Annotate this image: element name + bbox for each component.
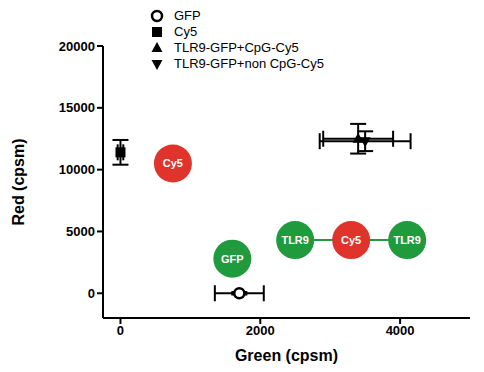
svg-text:Red (cpsm): Red (cpsm)	[10, 138, 27, 225]
svg-text:2000: 2000	[246, 323, 275, 338]
svg-text:15000: 15000	[59, 100, 95, 115]
svg-text:TLR9: TLR9	[281, 234, 309, 246]
svg-text:GFP: GFP	[221, 253, 244, 265]
svg-text:Cy5: Cy5	[341, 234, 361, 246]
svg-text:20000: 20000	[59, 39, 95, 54]
svg-text:10000: 10000	[59, 162, 95, 177]
svg-text:Green (cpsm): Green (cpsm)	[235, 347, 338, 364]
html-text:Cy5: Cy5	[174, 24, 198, 39]
svg-text:5000: 5000	[66, 224, 95, 239]
html-text:TLR9-GFP+non CpG-Cy5: TLR9-GFP+non CpG-Cy5	[174, 56, 324, 71]
svg-text:Cy5: Cy5	[163, 157, 183, 169]
html-text:GFP: GFP	[174, 8, 201, 23]
svg-text:0: 0	[117, 323, 124, 338]
svg-text:0: 0	[88, 286, 95, 301]
svg-text:TLR9: TLR9	[393, 234, 421, 246]
html-text:TLR9-GFP+CpG-Cy5: TLR9-GFP+CpG-Cy5	[174, 40, 299, 55]
svg-text:4000: 4000	[386, 323, 415, 338]
